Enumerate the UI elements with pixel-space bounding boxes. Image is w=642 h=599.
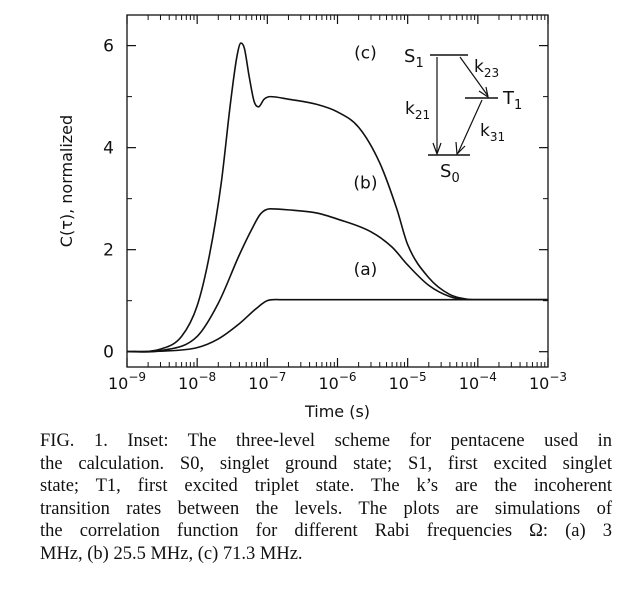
x-axis-label: Time (s) [304,402,370,421]
arrow-k31 [457,99,483,154]
level-t1-label: T1 [502,88,522,113]
figure-caption: FIG. 1. Inset: The three-level scheme fo… [40,430,612,565]
x-tick-label: 10−8 [178,370,216,393]
caption-line-3: state; T1, first excited triplet state. … [40,476,612,496]
caption-line-2: the calculation. S0, singlet ground stat… [40,453,612,474]
curve-c [126,42,548,353]
y-tick-label: 4 [103,139,114,159]
caption-line-5: the correlation function for different R… [40,521,612,541]
curve-a [126,298,548,353]
curve-label-c: (c) [354,43,377,63]
x-tick-label: 10−5 [389,370,427,393]
curve-label-b: (b) [353,173,377,193]
y-axis-label: C(τ), normalized [57,115,76,247]
caption-line-4: transition rates between the levels. The… [40,498,612,519]
caption-line-6: MHz, (b) 25.5 MHz, (c) 71.3 MHz. [40,543,303,564]
x-tick-label: 10−7 [248,370,286,393]
arrowhead-k21 [432,142,442,156]
curve-label-a: (a) [354,260,378,280]
caption-line-1: FIG. 1. Inset: The three-level scheme fo… [40,431,612,451]
arrow-k23 [459,56,489,97]
chart-figure: 0 2 4 6 10−9 10−8 10−7 10−6 10−5 10−4 10−3 Time (s)… [57,14,567,421]
y-tick-label: 0 [103,343,114,363]
rate-k21-label: k21 [405,99,430,122]
level-s0-label: S0 [440,161,460,186]
x-tick-label: 10−6 [318,370,356,393]
level-s1-label: S1 [404,46,424,71]
rate-k31-label: k31 [480,121,505,144]
rate-k23-label: k23 [474,57,499,80]
arrowhead-k31 [455,141,466,156]
x-tick-label: 10−3 [529,370,567,393]
arrowhead-k23 [478,86,489,99]
x-tick-label: 10−4 [459,370,497,393]
curve-b [126,208,548,353]
x-tick-label: 10−9 [108,370,146,393]
y-tick-label: 2 [103,241,114,261]
chart-svg: 0 2 4 6 10−9 10−8 10−7 10−6 10−5 10−4 10−3 Time (s)… [57,14,567,421]
y-tick-label: 6 [103,37,114,57]
